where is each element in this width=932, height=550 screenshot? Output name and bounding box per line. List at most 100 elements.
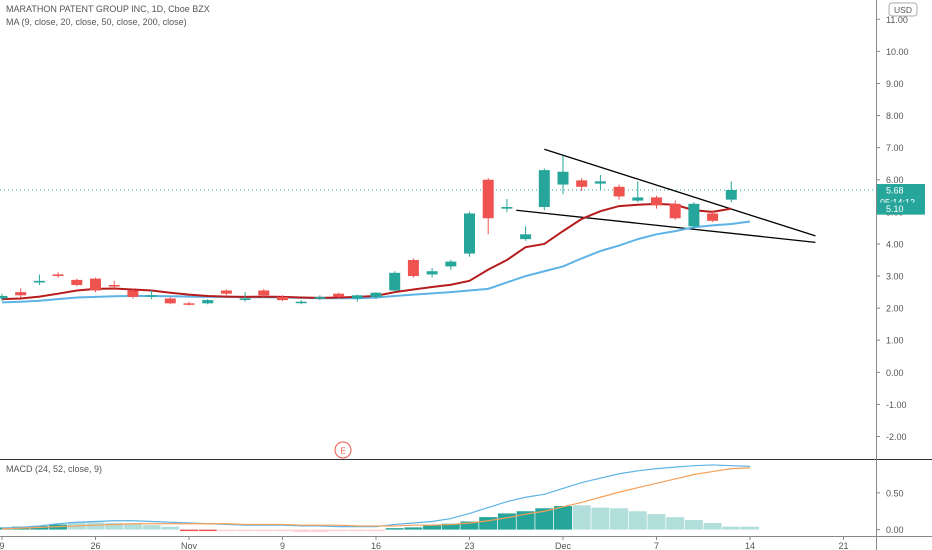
earnings-marker[interactable]: E [334,441,352,459]
last-price-value: 5.68 [886,186,904,196]
candle-body [613,186,625,197]
candle-body [183,303,195,305]
candle [333,292,345,299]
macd-tick-label: 0.00 [886,525,904,535]
macd-histogram [0,505,759,532]
macd-hist-bar [198,529,217,532]
macd-hist-bar [460,521,479,530]
candle [239,292,251,302]
macd-hist-bar [367,529,385,532]
macd-hist-bar [423,525,442,530]
macd-hist-bar [647,514,666,530]
candle-body [90,278,101,291]
macd-hist-bar [722,526,741,530]
macd-hist-bar [479,517,498,530]
candle-body [108,285,120,287]
candle [164,296,176,305]
macd-hist-bar [273,529,292,532]
candle [351,294,363,302]
x-tick-label: 7 [654,541,659,550]
candle-body [707,213,719,221]
candle-body [576,180,588,187]
x-tick-label: 9 [280,541,285,550]
earnings-marker-label: E [340,447,345,456]
macd-tick-label: 0.50 [886,488,904,498]
candle [688,202,700,228]
candle [501,199,513,212]
candle [520,226,532,241]
macd-hist-bar [572,505,591,530]
y-tick-label: 4.00 [886,239,904,249]
candle-body [464,213,475,254]
trendlines[interactable] [516,148,816,243]
macd-axis-ticks: 0.00 0.50 [876,488,904,535]
main-plot [0,148,876,306]
macd-hist-bar [703,522,722,530]
candle-body [594,181,606,184]
candle-body [370,292,382,297]
candle-body [314,296,326,299]
candle [426,268,438,278]
y-tick-label: -1.00 [886,400,907,410]
macd-hist-bar [554,506,572,530]
macd-line [1,464,751,529]
candle [651,195,662,209]
candle-body [277,296,288,301]
x-tick-label: 23 [464,541,474,550]
trendline[interactable] [516,209,816,243]
candle-body [127,290,139,297]
candle-body [426,271,438,275]
candle [33,274,45,286]
countdown-value: 05:14:12 [880,198,915,208]
y-tick-label: 6.00 [886,175,904,185]
y-tick-label: 11.00 [886,15,908,25]
candle [669,200,681,220]
macd-hist-bar [123,523,142,530]
candle [90,277,101,293]
candle-body [520,234,532,240]
candle [725,181,737,203]
candle-body [407,259,419,277]
candle [389,271,401,293]
currency-badge[interactable]: USD [888,2,918,17]
macd-hist-bar [310,529,329,532]
signal-line [1,467,751,530]
y-tick-label: 3.00 [886,272,904,282]
trendline[interactable] [544,148,816,237]
ma-fast-line [1,202,732,301]
candle [258,288,270,297]
candle [295,300,307,305]
ma-price-badge: 5.10 [877,202,925,215]
candle-body [389,272,401,291]
macd-hist-bar [741,526,759,530]
x-axis-ticks: 9 26 Nov 9 16 23 Dec 7 14 21 [0,536,849,550]
candle [538,168,550,211]
macd-hist-bar [684,520,703,530]
candle-body [557,171,569,185]
candle-body [15,292,27,296]
candle [202,299,214,305]
candle-body [258,290,270,296]
macd-hist-bar [180,529,198,532]
candle-body [688,203,700,227]
x-tick-label: 21 [838,541,848,550]
candle [482,178,494,235]
macd-hist-bar [348,529,367,532]
macd-hist-bar [666,517,685,530]
candle-body [482,179,494,219]
candle-body [651,197,662,206]
y-tick-label: 9.00 [886,79,904,89]
candle-body [669,203,681,219]
macd-hist-bar [105,522,124,530]
candle [370,292,382,300]
candle [127,288,139,299]
y-tick-label: 1.00 [886,336,904,346]
x-tick-label: 26 [90,541,100,550]
candle-body [333,293,345,297]
candle [183,301,195,306]
macd-hist-bar [535,508,554,530]
candle [464,211,475,257]
candle-body [164,298,176,304]
y-tick-label: 8.00 [886,111,904,121]
